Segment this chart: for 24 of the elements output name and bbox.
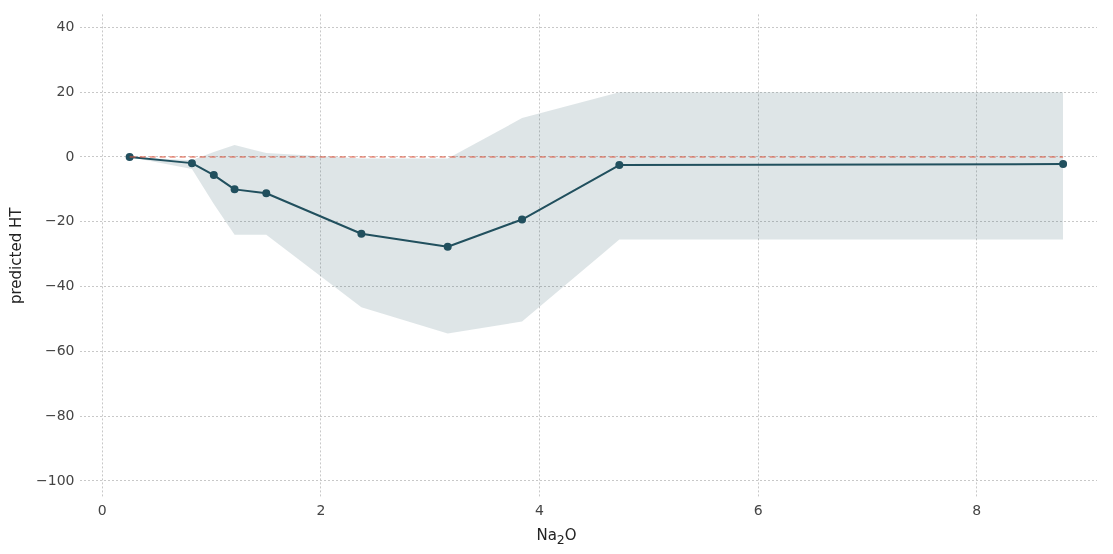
x-tick-label: 4 [535,502,545,519]
point [209,171,218,180]
x-tick-label: 0 [97,502,107,519]
point [230,185,239,194]
x-axis-title: Na$_{2}$O [535,526,578,547]
y-axis-title: predicted HT [6,206,25,304]
point [262,189,271,198]
y-tick-label: −80 [44,406,75,423]
y-tick-label: −20 [44,212,75,229]
x-tick-label: 6 [753,502,763,519]
x-tick-label: 2 [316,502,326,519]
y-tick-label: −40 [44,277,75,294]
point [443,242,452,251]
x-tick-label: 8 [972,502,982,519]
y-tick-label: −100 [36,471,75,488]
point [615,161,624,170]
point [187,159,196,168]
y-tick-label: −60 [44,342,75,359]
point [518,215,527,224]
point [357,229,366,238]
y-tick-label: 0 [65,147,75,164]
point [1059,160,1068,169]
y-tick-label: 40 [56,18,75,34]
y-tick-label: 20 [56,82,75,99]
